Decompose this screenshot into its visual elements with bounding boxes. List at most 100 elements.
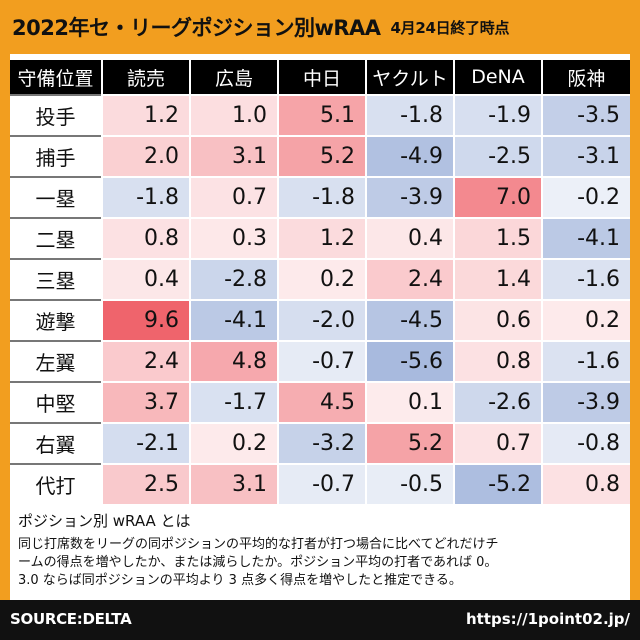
wraa-cell: 1.0 [189, 94, 278, 136]
chart-title: 2022年セ・リーグポジション別wRAA [12, 16, 381, 40]
position-label: 左翼 [10, 340, 102, 382]
wraa-cell: -3.1 [541, 135, 630, 177]
wraa-cell: -3.9 [541, 381, 630, 423]
position-label: 遊撃 [10, 299, 102, 341]
table-row: 一塁 -1.8 0.7 -1.8 -3.9 7.0 -0.2 [10, 176, 630, 218]
wraa-cell: 4.8 [189, 340, 278, 382]
position-label: 代打 [10, 463, 102, 504]
team-header: ヤクルト [365, 60, 454, 95]
wraa-cell: 7.0 [453, 176, 542, 218]
wraa-cell: -4.9 [365, 135, 454, 177]
wraa-cell: -2.8 [189, 258, 278, 300]
position-label: 三塁 [10, 258, 102, 300]
table-row: 中堅 3.7 -1.7 4.5 0.1 -2.6 -3.9 [10, 381, 630, 423]
table-row: 左翼 2.4 4.8 -0.7 -5.6 0.8 -1.6 [10, 340, 630, 382]
wraa-cell: -1.8 [101, 176, 190, 218]
description-line: 同じ打席数をリーグの同ポジションの平均的な打者が打つ場合に比べてどれだけチ [18, 537, 499, 552]
wraa-cell: 2.4 [101, 340, 190, 382]
wraa-cell: 3.1 [189, 135, 278, 177]
position-label: 中堅 [10, 381, 102, 423]
position-label: 投手 [10, 94, 102, 136]
team-header: 中日 [277, 60, 366, 95]
wraa-cell: -1.9 [453, 94, 542, 136]
table-row: 捕手 2.0 3.1 5.2 -4.9 -2.5 -3.1 [10, 135, 630, 177]
wraa-cell: -4.1 [189, 299, 278, 341]
wraa-cell: 2.5 [101, 463, 190, 504]
wraa-cell: -0.7 [277, 340, 366, 382]
wraa-cell: 1.2 [277, 217, 366, 259]
table-row: 二塁 0.8 0.3 1.2 0.4 1.5 -4.1 [10, 217, 630, 259]
site-url: https://1point02.jp/ [465, 610, 630, 628]
table-row: 右翼 -2.1 0.2 -3.2 5.2 0.7 -0.8 [10, 422, 630, 464]
team-header: 読売 [101, 60, 190, 95]
wraa-cell: 0.2 [541, 299, 630, 341]
wraa-cell: -2.6 [453, 381, 542, 423]
wraa-cell: 0.2 [277, 258, 366, 300]
wraa-cell: 0.8 [101, 217, 190, 259]
position-label: 右翼 [10, 422, 102, 464]
wraa-cell: -0.8 [541, 422, 630, 464]
description-line: ームの得点を増やしたか、または減らしたか。ポジション平均の打者であれば 0。 [18, 555, 498, 570]
wraa-cell: -2.1 [101, 422, 190, 464]
team-header: 阪神 [541, 60, 630, 95]
wraa-cell: 0.1 [365, 381, 454, 423]
wraa-cell: 0.8 [453, 340, 542, 382]
wraa-cell: -3.2 [277, 422, 366, 464]
wraa-cell: 0.4 [365, 217, 454, 259]
wraa-cell: -1.8 [365, 94, 454, 136]
wraa-cell: 4.5 [277, 381, 366, 423]
wraa-cell: 2.0 [101, 135, 190, 177]
wraa-cell: 1.2 [101, 94, 190, 136]
description-box: ポジション別 wRAA とは 同じ打席数をリーグの同ポジションの平均的な打者が打… [10, 504, 630, 604]
position-label: 一塁 [10, 176, 102, 218]
wraa-cell: 1.5 [453, 217, 542, 259]
wraa-cell: -4.5 [365, 299, 454, 341]
table-row: 代打 2.5 3.1 -0.7 -0.5 -5.2 0.8 [10, 463, 630, 504]
wraa-cell: 5.2 [277, 135, 366, 177]
wraa-cell: 0.3 [189, 217, 278, 259]
wraa-cell: -1.8 [277, 176, 366, 218]
description-body: 同じ打席数をリーグの同ポジションの平均的な打者が打つ場合に比べてどれだけチ ーム… [18, 536, 624, 590]
chart-subtitle: 4月24日終了時点 [390, 18, 510, 37]
description-line: 3.0 ならば同ポジションの平均より 3 点多く得点を増やしたと推定できる。 [18, 573, 462, 588]
team-header: DeNA [453, 60, 542, 95]
header-row: 守備位置 読売 広島 中日 ヤクルト DeNA 阪神 [10, 60, 630, 95]
wraa-cell: -2.5 [453, 135, 542, 177]
description-title: ポジション別 wRAA とは [18, 512, 191, 530]
wraa-cell: 3.7 [101, 381, 190, 423]
wraa-cell: 2.4 [365, 258, 454, 300]
wraa-cell: -1.6 [541, 258, 630, 300]
wraa-cell: -0.2 [541, 176, 630, 218]
position-label: 二塁 [10, 217, 102, 259]
table-row: 遊撃 9.6 -4.1 -2.0 -4.5 0.6 0.2 [10, 299, 630, 341]
wraa-cell: 0.2 [189, 422, 278, 464]
wraa-cell: 0.4 [101, 258, 190, 300]
wraa-cell: 9.6 [101, 299, 190, 341]
wraa-cell: 5.2 [365, 422, 454, 464]
footer-bar: SOURCE:DELTA https://1point02.jp/ [0, 600, 640, 640]
table-panel: 守備位置 読売 広島 中日 ヤクルト DeNA 阪神 投手 1.2 1.0 5.1 -1… [10, 54, 630, 604]
wraa-cell: 0.7 [189, 176, 278, 218]
wraa-cell: -1.6 [541, 340, 630, 382]
wraa-table: 守備位置 読売 広島 中日 ヤクルト DeNA 阪神 投手 1.2 1.0 5.1 -1… [10, 60, 630, 504]
team-header: 広島 [189, 60, 278, 95]
wraa-cell: 3.1 [189, 463, 278, 504]
corner-header: 守備位置 [10, 60, 102, 95]
wraa-cell: -4.1 [541, 217, 630, 259]
table-body: 投手 1.2 1.0 5.1 -1.8 -1.9 -3.5 捕手 2.0 3.1 5.2 -4.9 -2… [10, 94, 630, 504]
table-row: 三塁 0.4 -2.8 0.2 2.4 1.4 -1.6 [10, 258, 630, 300]
wraa-cell: -0.5 [365, 463, 454, 504]
wraa-cell: -1.7 [189, 381, 278, 423]
wraa-cell: -2.0 [277, 299, 366, 341]
wraa-cell: -3.5 [541, 94, 630, 136]
wraa-cell: 0.7 [453, 422, 542, 464]
wraa-cell: 0.6 [453, 299, 542, 341]
wraa-cell: -0.7 [277, 463, 366, 504]
wraa-cell: 1.4 [453, 258, 542, 300]
wraa-cell: 0.8 [541, 463, 630, 504]
wraa-cell: -3.9 [365, 176, 454, 218]
table-row: 投手 1.2 1.0 5.1 -1.8 -1.9 -3.5 [10, 94, 630, 136]
position-label: 捕手 [10, 135, 102, 177]
wraa-cell: 5.1 [277, 94, 366, 136]
wraa-cell: -5.6 [365, 340, 454, 382]
